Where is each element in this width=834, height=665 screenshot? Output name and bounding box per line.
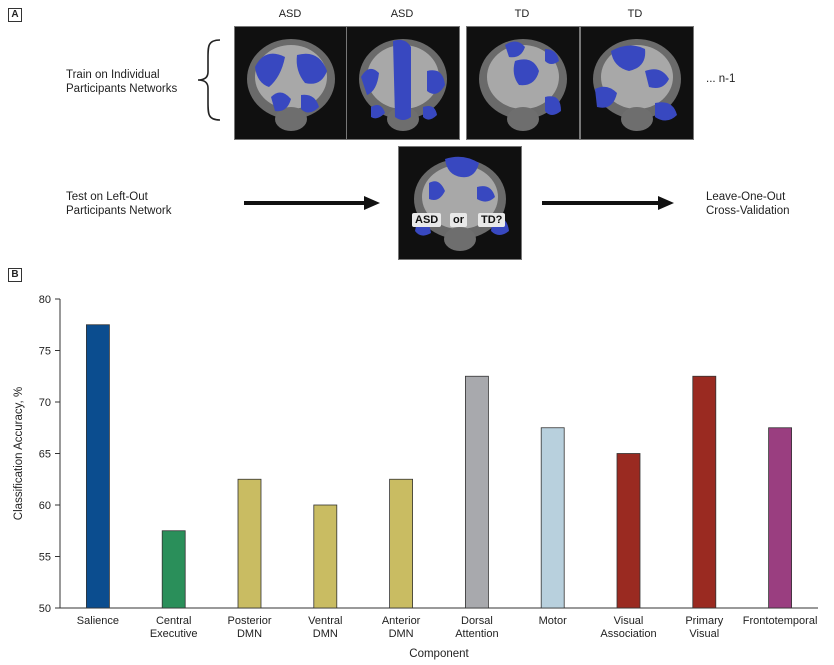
y-tick-label: 70 [39, 397, 51, 409]
overlay-label-asd: ASD [412, 213, 442, 227]
bar [768, 427, 792, 609]
bar [313, 504, 338, 609]
x-tick-label: Posterior DMN [227, 615, 271, 640]
y-tick-label: 65 [39, 449, 51, 461]
x-tick-label-line: Central [156, 615, 191, 627]
x-tick-label: Ventral DMN [308, 615, 342, 640]
result-text: Leave-One-Out Cross-Validation [706, 190, 790, 218]
x-tick-label-line: Visual [614, 615, 644, 627]
x-tick-label-line: Executive [150, 628, 198, 640]
result-text-line1: Leave-One-Out [706, 191, 786, 203]
panel-b-tag: B [8, 268, 22, 282]
x-tick-label-line: Association [600, 628, 656, 640]
bar [540, 427, 565, 609]
x-tick-label: Visual Association [600, 615, 656, 640]
overlay-label-or: or [450, 213, 467, 227]
test-text-line1: Test on Left-Out [66, 191, 148, 203]
x-tick-label-line: DMN [313, 628, 338, 640]
x-tick-label-line: Primary [685, 615, 723, 627]
x-tick-label-line: Visual [689, 628, 719, 640]
brain-image-asd-1 [234, 26, 348, 140]
x-tick-label-line: DMN [237, 628, 262, 640]
y-tick-label: 50 [39, 603, 51, 615]
bar [86, 324, 110, 609]
bar-chart: 50 55 60 65 70 75 80 Salience Central Executive Po… [13, 294, 818, 660]
bar [161, 530, 186, 609]
overlay-label-td: TD? [478, 213, 506, 227]
bar [692, 375, 717, 609]
train-text: Train on Individual Participants Network… [66, 68, 177, 96]
x-tick-label: Dorsal Attention [455, 615, 498, 640]
y-tick-label: 80 [39, 294, 51, 306]
train-text-line1: Train on Individual [66, 69, 160, 81]
x-tick-label: Anterior DMN [382, 615, 421, 640]
brain-image-test [398, 146, 522, 260]
x-tick-label-line: DMN [389, 628, 414, 640]
x-tick-label: Primary Visual [685, 615, 723, 640]
arrow-to-test-brain [244, 196, 380, 210]
x-tick-label-line: Ventral [308, 615, 342, 627]
bar [389, 478, 414, 609]
x-tick-label: Motor [539, 615, 567, 627]
train-text-line2: Participants Networks [66, 83, 178, 95]
result-text-line2: Cross-Validation [706, 205, 790, 217]
x-tick-label-line: Motor [539, 615, 567, 627]
arrow-to-result [542, 196, 674, 210]
column-label-td-2: TD [627, 8, 643, 20]
y-tick-label: 60 [39, 500, 51, 512]
x-tick-label-line: Attention [455, 628, 498, 640]
bar [464, 375, 489, 609]
brain-image-asd-2 [346, 26, 460, 140]
test-text-line2: Participants Network [66, 205, 172, 217]
x-tick-label-line: Anterior [382, 615, 421, 627]
curly-brace [197, 39, 221, 121]
column-label-asd-1: ASD [278, 8, 302, 20]
y-tick-label: 75 [39, 346, 51, 358]
bar [237, 478, 262, 609]
column-label-asd-2: ASD [390, 8, 414, 20]
brain-image-td-2 [580, 26, 694, 140]
column-label-td-1: TD [514, 8, 530, 20]
x-tick-label-line: Posterior [227, 615, 271, 627]
y-axis-label: Classification Accuracy, % [13, 387, 25, 520]
y-tick-label: 55 [39, 552, 51, 564]
x-tick-label: Central Executive [150, 615, 198, 640]
ellipsis-n-minus-1: ... n-1 [706, 73, 736, 85]
x-tick-label: Frontotemporal [743, 615, 818, 627]
brain-image-td-1 [466, 26, 580, 140]
panel-a-tag: A [8, 8, 22, 22]
x-tick-label: Salience [77, 615, 119, 627]
test-text: Test on Left-Out Participants Network [66, 190, 171, 218]
x-tick-label-line: Salience [77, 615, 119, 627]
x-axis-label: Component [409, 648, 469, 660]
x-tick-label-line: Dorsal [461, 615, 493, 627]
bar [616, 453, 641, 609]
x-tick-label-line: Frontotemporal [743, 615, 818, 627]
